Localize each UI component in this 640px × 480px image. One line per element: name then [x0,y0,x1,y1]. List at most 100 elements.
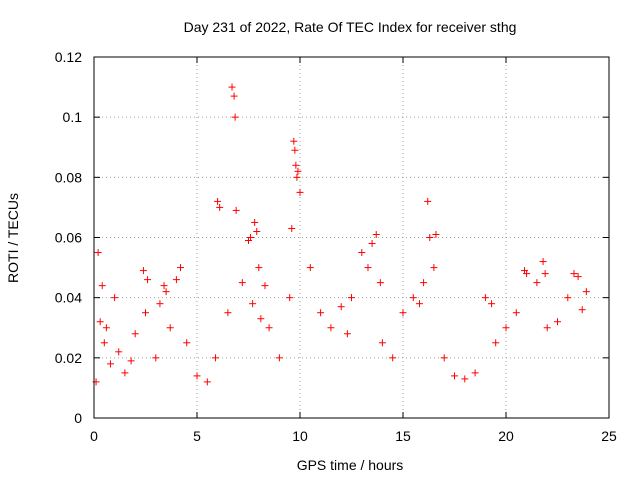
data-point [461,375,469,383]
chart-title: Day 231 of 2022, Rate Of TEC Index for r… [184,19,517,35]
y-tick-label: 0.04 [55,290,82,306]
data-point [424,197,432,205]
data-point [543,324,551,332]
data-point [127,357,135,365]
data-point [488,300,496,308]
data-point [115,348,123,356]
data-point [224,309,232,317]
data-point [100,339,108,347]
y-tick-label: 0.12 [55,49,82,65]
data-point [343,330,351,338]
data-point [554,318,561,326]
data-point [541,270,549,278]
data-point [193,372,201,380]
data-points [92,83,590,386]
x-tick-label: 5 [193,428,201,444]
data-point [481,294,489,302]
data-point [183,339,191,347]
data-point [172,276,180,284]
data-point [290,137,298,145]
data-point [539,258,547,266]
data-point [288,224,296,232]
data-point [230,92,238,100]
data-point [582,288,590,296]
data-point [238,279,246,287]
data-point [216,203,224,211]
data-point [415,300,423,308]
data-point [166,324,174,332]
y-tick-label: 0.02 [55,350,82,366]
data-point [296,188,304,196]
data-point [291,146,299,154]
data-point [142,309,149,317]
data-point [578,306,586,314]
x-axis-ticks: 0 5 10 15 20 25 [90,57,617,444]
data-point [131,330,139,338]
x-tick-label: 20 [498,428,514,444]
data-point [409,294,417,302]
data-point [327,324,335,332]
data-point [231,113,239,121]
data-point [372,230,380,238]
data-point [533,279,541,287]
y-tick-label: 0 [74,410,82,426]
data-point [203,378,211,386]
data-point [228,83,236,91]
y-axis-ticks: 0 0.02 0.04 0.06 0.08 0.1 0.12 [55,49,609,426]
data-point [358,249,366,257]
data-point [275,354,283,362]
data-point [348,294,355,302]
data-point [111,294,119,302]
data-point [265,324,273,332]
data-point [570,270,578,278]
data-point [502,324,510,332]
data-point [251,218,259,226]
data-point [492,339,500,347]
data-point [564,294,572,302]
data-point [212,354,220,362]
data-point [162,288,170,296]
data-point [152,354,160,362]
data-point [106,360,114,368]
data-point [214,197,222,205]
data-point [160,282,168,290]
data-point [121,369,129,377]
x-tick-label: 0 [90,428,98,444]
data-point [432,230,440,238]
data-point [139,267,147,275]
data-point [306,264,314,272]
data-point [430,264,438,272]
data-point [512,309,520,317]
data-point [292,161,300,169]
data-point [156,300,164,308]
data-point [232,206,240,214]
data-point [255,264,263,272]
x-tick-label: 25 [601,428,617,444]
data-point [471,369,479,377]
x-tick-label: 15 [395,428,411,444]
data-point [294,167,302,175]
y-axis-label: ROTI / TECUs [5,193,21,283]
data-point [574,273,582,281]
plot-frame [93,56,610,419]
y-tick-label: 0.1 [63,109,83,125]
data-point [337,303,345,311]
y-tick-label: 0.06 [55,230,82,246]
data-point [247,234,255,241]
data-point [94,249,102,257]
x-axis-label: GPS time / hours [297,457,404,473]
data-point [368,240,376,248]
data-point [451,372,458,380]
grid-lines [94,57,609,418]
data-point [420,279,428,287]
data-point [102,324,110,332]
data-point [426,234,434,241]
y-tick-label: 0.08 [55,169,82,185]
data-point [177,264,185,272]
data-point [144,276,152,284]
data-point [389,354,397,362]
data-point [98,282,106,290]
data-point [523,270,531,278]
data-point [376,279,384,287]
